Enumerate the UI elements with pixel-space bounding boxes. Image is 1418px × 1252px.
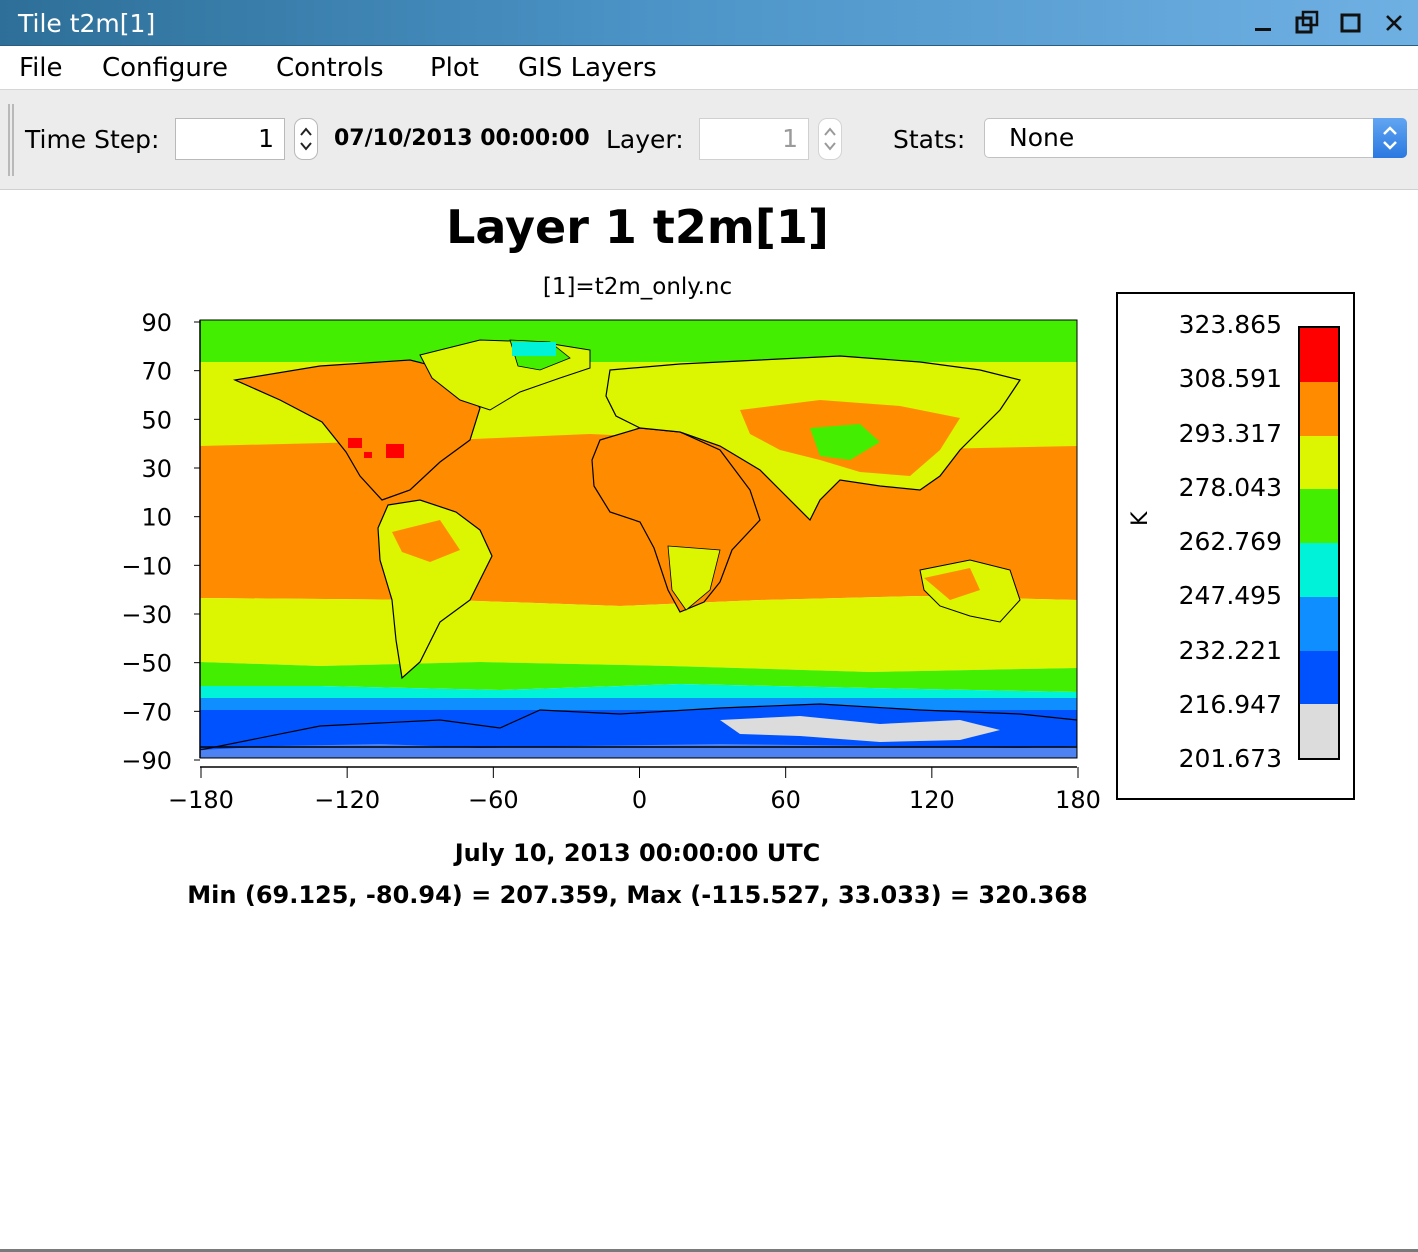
y-tick-label: 70 (141, 358, 172, 386)
y-tick-label: −90 (121, 747, 172, 775)
toolbar: Time Step: 1 07/10/2013 00:00:00 Layer: … (0, 90, 1418, 190)
legend-swatch (1300, 381, 1338, 436)
stats-select[interactable]: None (984, 118, 1407, 158)
legend-tick-label: 278.043 (1178, 472, 1282, 502)
window-title: Tile t2m[1] (18, 9, 156, 38)
color-legend: K 323.865 308.591 293.317 278.043 262.769 247… (1116, 292, 1355, 800)
legend-tick-label: 216.947 (1178, 689, 1282, 719)
layer-label: Layer: (606, 125, 684, 154)
legend-swatch (1300, 489, 1338, 543)
minimize-icon[interactable] (1248, 8, 1278, 38)
temperature-field (200, 320, 1077, 758)
legend-tick-label: 323.865 (1178, 310, 1282, 339)
time-step-date: 07/10/2013 00:00:00 (334, 126, 590, 151)
menu-gis-layers[interactable]: GIS Layers (518, 53, 657, 83)
menu-plot[interactable]: Plot (430, 53, 480, 83)
legend-swatch (1300, 596, 1338, 651)
plot-title: Layer 1 t2m[1] (446, 200, 829, 254)
x-tick-label: 60 (770, 786, 801, 814)
legend-swatch (1300, 650, 1338, 705)
maximize-icon[interactable] (1336, 8, 1366, 38)
x-tick-label: 0 (632, 786, 647, 814)
legend-swatch (1300, 328, 1338, 382)
layer-input[interactable]: 1 (699, 118, 809, 160)
menu-file[interactable]: File (19, 53, 63, 83)
y-tick-label: 50 (141, 406, 172, 434)
layer-spinner[interactable] (818, 118, 842, 160)
x-tick-label: −60 (468, 786, 519, 814)
x-tick-label: 180 (1055, 786, 1101, 814)
y-tick-label: −70 (121, 698, 172, 726)
spinner-arrows-icon (824, 127, 836, 151)
legend-unit-label: K (1128, 511, 1153, 526)
plot-footer-stats: Min (69.125, -80.94) = 207.359, Max (-11… (187, 881, 1088, 909)
menu-bar: File Configure Controls Plot GIS Layers (0, 46, 1418, 90)
menu-configure[interactable]: Configure (102, 53, 229, 83)
time-step-label: Time Step: (25, 125, 160, 154)
x-tick-label: 120 (909, 786, 955, 814)
legend-swatch (1300, 704, 1338, 758)
plot-subtitle: [1]=t2m_only.nc (542, 274, 733, 300)
x-tick-label: −180 (168, 786, 234, 814)
y-tick-label: −50 (121, 650, 172, 678)
stats-selected-value: None (1009, 123, 1075, 152)
legend-swatch (1300, 543, 1338, 597)
x-tick-label: −120 (314, 786, 380, 814)
menu-controls[interactable]: Controls (276, 53, 384, 83)
time-step-spinner[interactable] (294, 118, 318, 160)
legend-tick-label: 201.673 (1178, 744, 1282, 773)
x-axis: −180 −120 −60 0 60 120 180 (168, 767, 1101, 814)
y-tick-label: 30 (141, 455, 172, 483)
y-axis: 90 70 50 30 10 −10 −30 −50 −70 −90 (121, 309, 200, 775)
select-arrows-icon[interactable] (1373, 118, 1407, 158)
stats-label: Stats: (893, 125, 966, 154)
title-bar: Tile t2m[1] (0, 0, 1418, 46)
legend-tick-label: 293.317 (1178, 418, 1282, 448)
restore-icon[interactable] (1292, 8, 1322, 38)
legend-tick-label: 262.769 (1178, 527, 1282, 556)
y-tick-label: 90 (141, 309, 172, 337)
plot-footer-date: July 10, 2013 00:00:00 UTC (454, 839, 821, 867)
legend-swatch (1300, 435, 1338, 490)
legend-tick-label: 247.495 (1178, 581, 1282, 611)
y-tick-label: −10 (121, 552, 172, 580)
window-bottom-border (0, 1249, 1418, 1252)
legend-colorbar (1298, 326, 1340, 760)
legend-tick-label: 308.591 (1178, 364, 1282, 394)
legend-tick-label: 232.221 (1178, 635, 1282, 665)
close-icon[interactable] (1379, 8, 1409, 38)
y-tick-label: 10 (141, 504, 172, 532)
toolbar-grip[interactable] (8, 104, 14, 176)
map-plot[interactable]: 90 70 50 30 10 −10 −30 −50 −70 −90 −180 −120 −60 0 60… (120, 300, 1120, 820)
spinner-arrows-icon (300, 127, 312, 151)
time-step-input[interactable]: 1 (175, 118, 285, 160)
y-tick-label: −30 (121, 601, 172, 629)
